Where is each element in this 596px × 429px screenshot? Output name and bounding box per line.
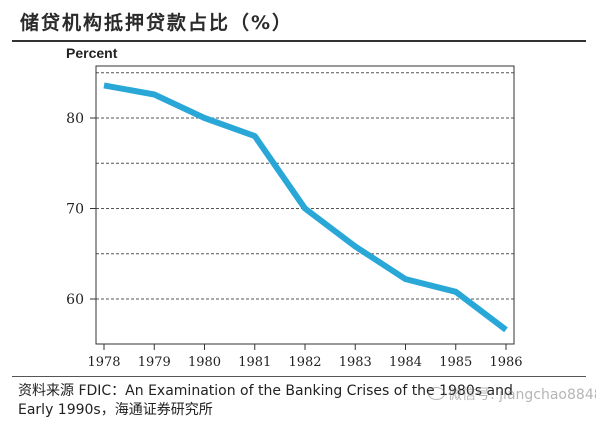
x-tick-label: 1978 xyxy=(87,355,120,370)
chart-title: 储贷机构抵押贷款占比（%） xyxy=(20,12,294,34)
x-tick-label: 1979 xyxy=(138,355,171,370)
source-line-2: Early 1990s，海通证券研究所 xyxy=(18,402,213,418)
x-tick-label: 1981 xyxy=(238,355,271,370)
source-line-1: 资料来源 FDIC：An Examination of the Banking … xyxy=(18,383,513,399)
y-tick-label: 80 xyxy=(66,111,84,127)
y-tick-label: 70 xyxy=(66,202,84,218)
watermark-text: 微信号: jiangchao8848 xyxy=(448,387,596,403)
series-line xyxy=(103,82,508,333)
x-tick-label: 1980 xyxy=(188,355,221,370)
wechat-icon xyxy=(428,387,445,400)
x-tick-label: 1985 xyxy=(439,355,472,370)
x-tick-label: 1983 xyxy=(339,355,372,370)
source-rule xyxy=(12,376,586,377)
y-tick-label: 60 xyxy=(66,292,84,308)
source-note: 资料来源 FDIC：An Examination of the Banking … xyxy=(18,382,588,420)
y-axis-label: Percent xyxy=(66,45,118,61)
x-tick-label: 1986 xyxy=(489,355,522,370)
x-tick-label: 1984 xyxy=(389,355,422,370)
title-rule xyxy=(12,40,586,42)
watermark: 微信号: jiangchao8848 xyxy=(428,384,596,404)
x-tick-label: 1982 xyxy=(288,355,321,370)
